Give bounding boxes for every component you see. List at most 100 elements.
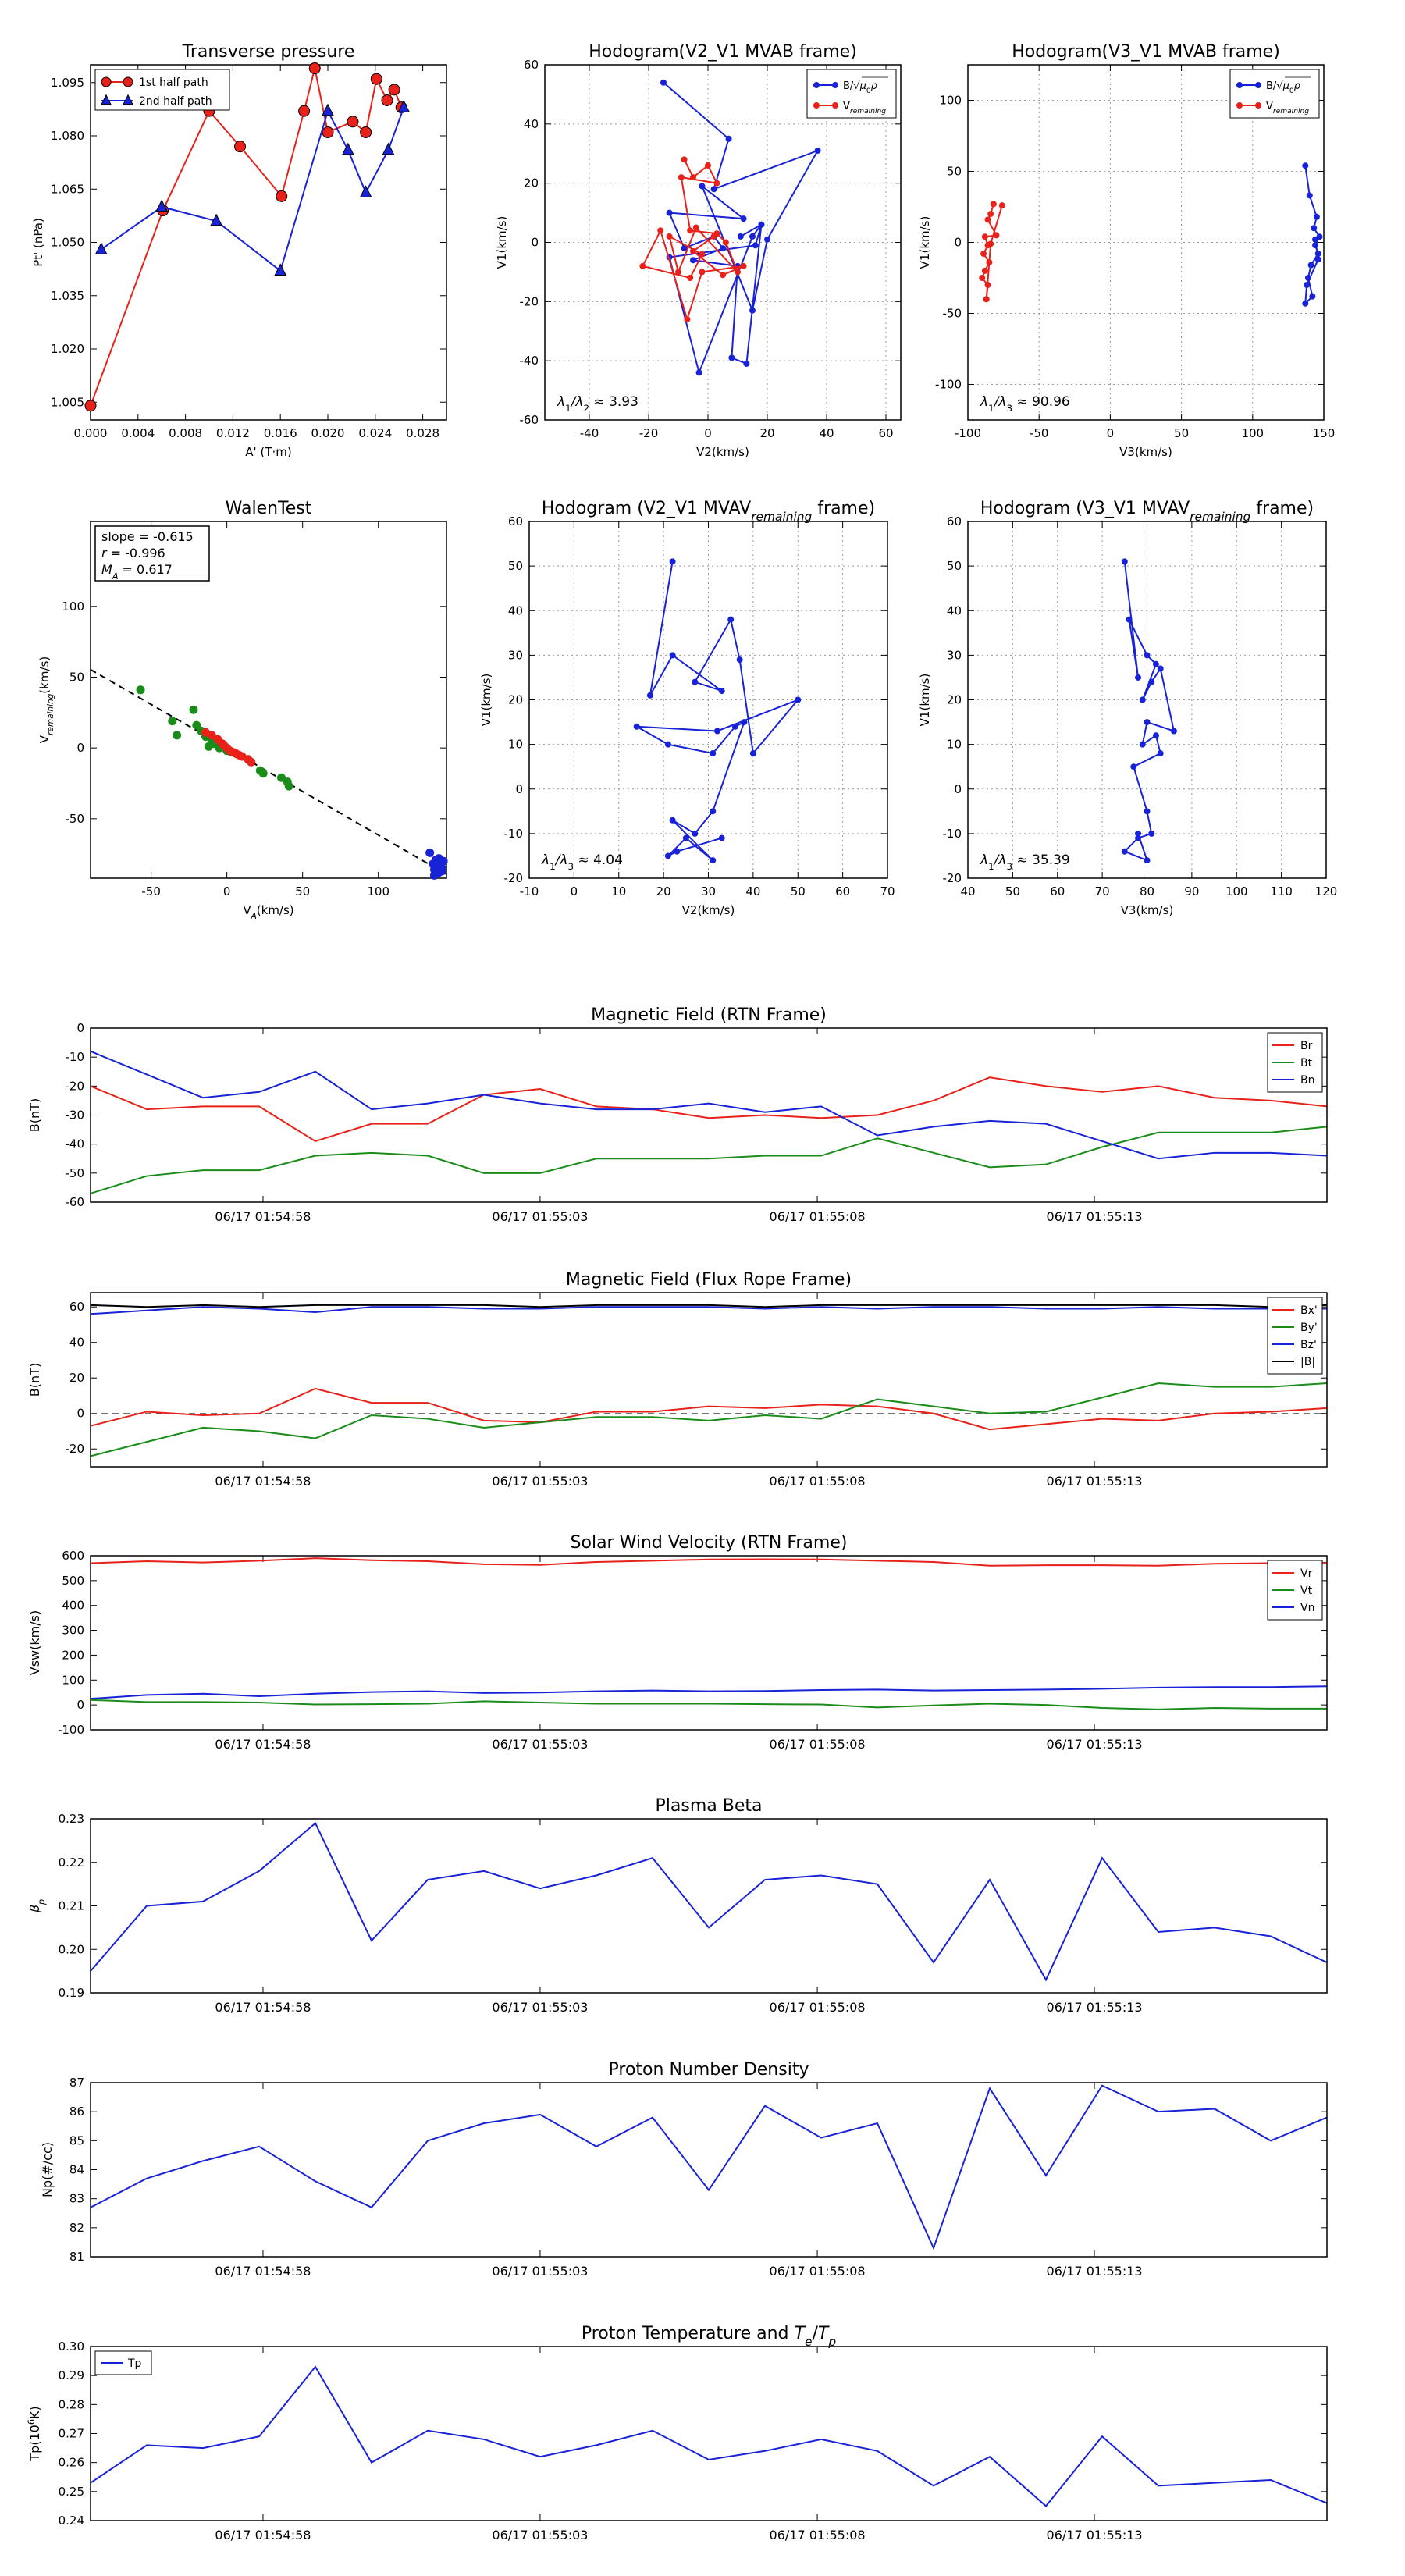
- np-ytick-label: 82: [69, 2221, 84, 2235]
- vsw-ytick-label: -100: [58, 1723, 84, 1737]
- tp-xtick-label: 0.016: [264, 426, 297, 440]
- h4-point: [1148, 830, 1155, 837]
- tp-xtick-label: 0.012: [216, 426, 250, 440]
- tp-ytick-label: 1.080: [51, 129, 84, 143]
- vsw-legend-label: Vn: [1300, 1602, 1314, 1614]
- h1-point: [684, 316, 691, 323]
- h1-point: [675, 269, 681, 276]
- h3-point: [718, 688, 725, 695]
- h1-point: [699, 269, 706, 276]
- bfield-ylabel: B(nT): [27, 1098, 42, 1132]
- tp-ylabel: Pt' (nPa): [31, 218, 45, 267]
- walen-ytick-label: 50: [69, 670, 84, 684]
- vsw-ytick-label: 100: [62, 1673, 84, 1687]
- h2-legend-label-part: μ: [1282, 80, 1289, 92]
- h1-point: [749, 233, 756, 240]
- h1-legend-label-part: μ: [859, 80, 866, 92]
- h4-frame: [967, 521, 1327, 879]
- tp2-title-part: T: [818, 2324, 830, 2343]
- h1-legend-marker: [832, 102, 838, 109]
- h2-legend-label-part: B/√: [1266, 80, 1283, 92]
- h2-annotation-part: 1: [988, 403, 994, 414]
- h2-point: [981, 267, 988, 274]
- tp-point: [322, 126, 334, 138]
- np-xtick-label: 06/17 01:55:08: [770, 2264, 866, 2279]
- h1-annotation-part: ≈ 3.93: [589, 394, 638, 410]
- np-ytick-label: 87: [69, 2076, 84, 2090]
- h4-point: [1135, 674, 1142, 681]
- h2-legend-label-part: V: [1266, 101, 1273, 112]
- h3-ytick-label: 20: [508, 693, 523, 707]
- np-ytick-label: 85: [69, 2133, 84, 2147]
- tp-ytick-label: 1.020: [51, 342, 84, 356]
- h3-point: [710, 808, 717, 815]
- h1-point: [687, 227, 694, 234]
- tp-point: [155, 199, 169, 212]
- h4-point: [1152, 660, 1159, 667]
- bfield-xtick-label: 06/17 01:54:58: [215, 1209, 311, 1224]
- vsw-ytick-label: 300: [62, 1624, 84, 1638]
- h2-point: [990, 201, 997, 208]
- beta-ytick-label: 0.20: [59, 1942, 84, 1956]
- vsw-line-Vr: [90, 1557, 1328, 1567]
- bfield-xtick-label: 06/17 01:55:08: [770, 1209, 866, 1224]
- h1-annotation-part: λ: [557, 394, 565, 410]
- h1-point: [687, 275, 694, 281]
- tp-point: [359, 185, 372, 197]
- h3-annotation: λ1/λ3 ≈ 4.04: [541, 852, 623, 872]
- h2-point: [980, 251, 987, 258]
- walen-red-point: [207, 731, 216, 740]
- bfield-panel: -60 -50 -40 -30 -20 -10 0 06/17 01:54:58 06/17 0…: [27, 1005, 1328, 1224]
- h1-point: [737, 233, 744, 240]
- tp-point: [342, 142, 354, 155]
- tp-legend-label: 1st half path: [139, 76, 208, 89]
- walen-xlabel: VA(km/s): [243, 903, 293, 921]
- tp2-ytick-label: 0.27: [59, 2427, 84, 2441]
- h4-point: [1144, 719, 1151, 726]
- h2-point: [1307, 262, 1314, 269]
- tp-line-blue: [101, 107, 405, 272]
- bflux-xtick-label: 06/17 01:55:13: [1047, 1474, 1143, 1489]
- tp-legend-marker: [123, 76, 133, 87]
- h2-legend-label: Vremaining: [1266, 101, 1309, 116]
- h1-ytick-label: 40: [524, 117, 539, 131]
- bfield-legend-label: Bn: [1300, 1074, 1314, 1087]
- tp2-ylabel-part: 6: [27, 2419, 37, 2425]
- h1-ytick-label: 20: [524, 176, 539, 190]
- tp-panel: 0.000 0.004 0.008 0.012 0.016 0.020 0.024 0.028…: [31, 42, 447, 459]
- h1-legend: B/√μ0ρ Vremaining: [806, 69, 897, 119]
- h1-point: [720, 272, 726, 279]
- h1-point: [699, 251, 706, 258]
- tp-ytick-label: 1.095: [51, 76, 84, 90]
- walen-r-label-part: = -0.996: [107, 546, 165, 560]
- bfield-legend-label: Bt: [1300, 1057, 1313, 1069]
- walen-green-point: [168, 717, 177, 726]
- vsw-ytick-label: 0: [76, 1698, 84, 1712]
- h2-annotation-part: λ: [980, 394, 988, 410]
- h1-xtick-label: -40: [580, 426, 599, 440]
- vsw-ytick-label: 200: [62, 1648, 84, 1662]
- bflux-legend-label: |B|: [1300, 1356, 1315, 1368]
- h2-title: Hodogram(V3_V1 MVAB frame): [1012, 42, 1280, 62]
- h4-xtick-label: 110: [1270, 884, 1293, 898]
- h4-panel: 40 50 60 70 80 90 100 110 120 -20 -10 0 10 20 30 40 50 60…: [918, 499, 1337, 917]
- tp2-xtick-label: 06/17 01:55:13: [1047, 2528, 1143, 2542]
- tp-point: [308, 62, 321, 75]
- h4-xtick-label: 100: [1225, 884, 1248, 898]
- h2-annotation: λ1/λ3 ≈ 90.96: [980, 394, 1070, 414]
- bfield-line-Bt: [90, 1126, 1328, 1194]
- tp2-title: Proton Temperature and Te/Tp: [582, 2324, 836, 2349]
- tp-frame: [90, 64, 447, 421]
- tp-point: [388, 84, 400, 96]
- np-title: Proton Number Density: [609, 2060, 809, 2080]
- h2-point: [993, 232, 1000, 239]
- h2-ylabel: V1(km/s): [918, 216, 932, 269]
- h4-title: Hodogram (V3_V1 MVAVremaining frame): [980, 499, 1314, 524]
- h1-xtick-label: 20: [759, 426, 774, 440]
- h1-ylabel: V1(km/s): [495, 216, 509, 269]
- walen-green-point: [173, 731, 182, 740]
- h1-legend-marker: [813, 82, 820, 88]
- vsw-ytick-label: 400: [62, 1599, 84, 1613]
- h3-title: Hodogram (V2_V1 MVAVremaining frame): [542, 499, 875, 524]
- h2-annotation-part: ≈ 90.96: [1012, 394, 1070, 410]
